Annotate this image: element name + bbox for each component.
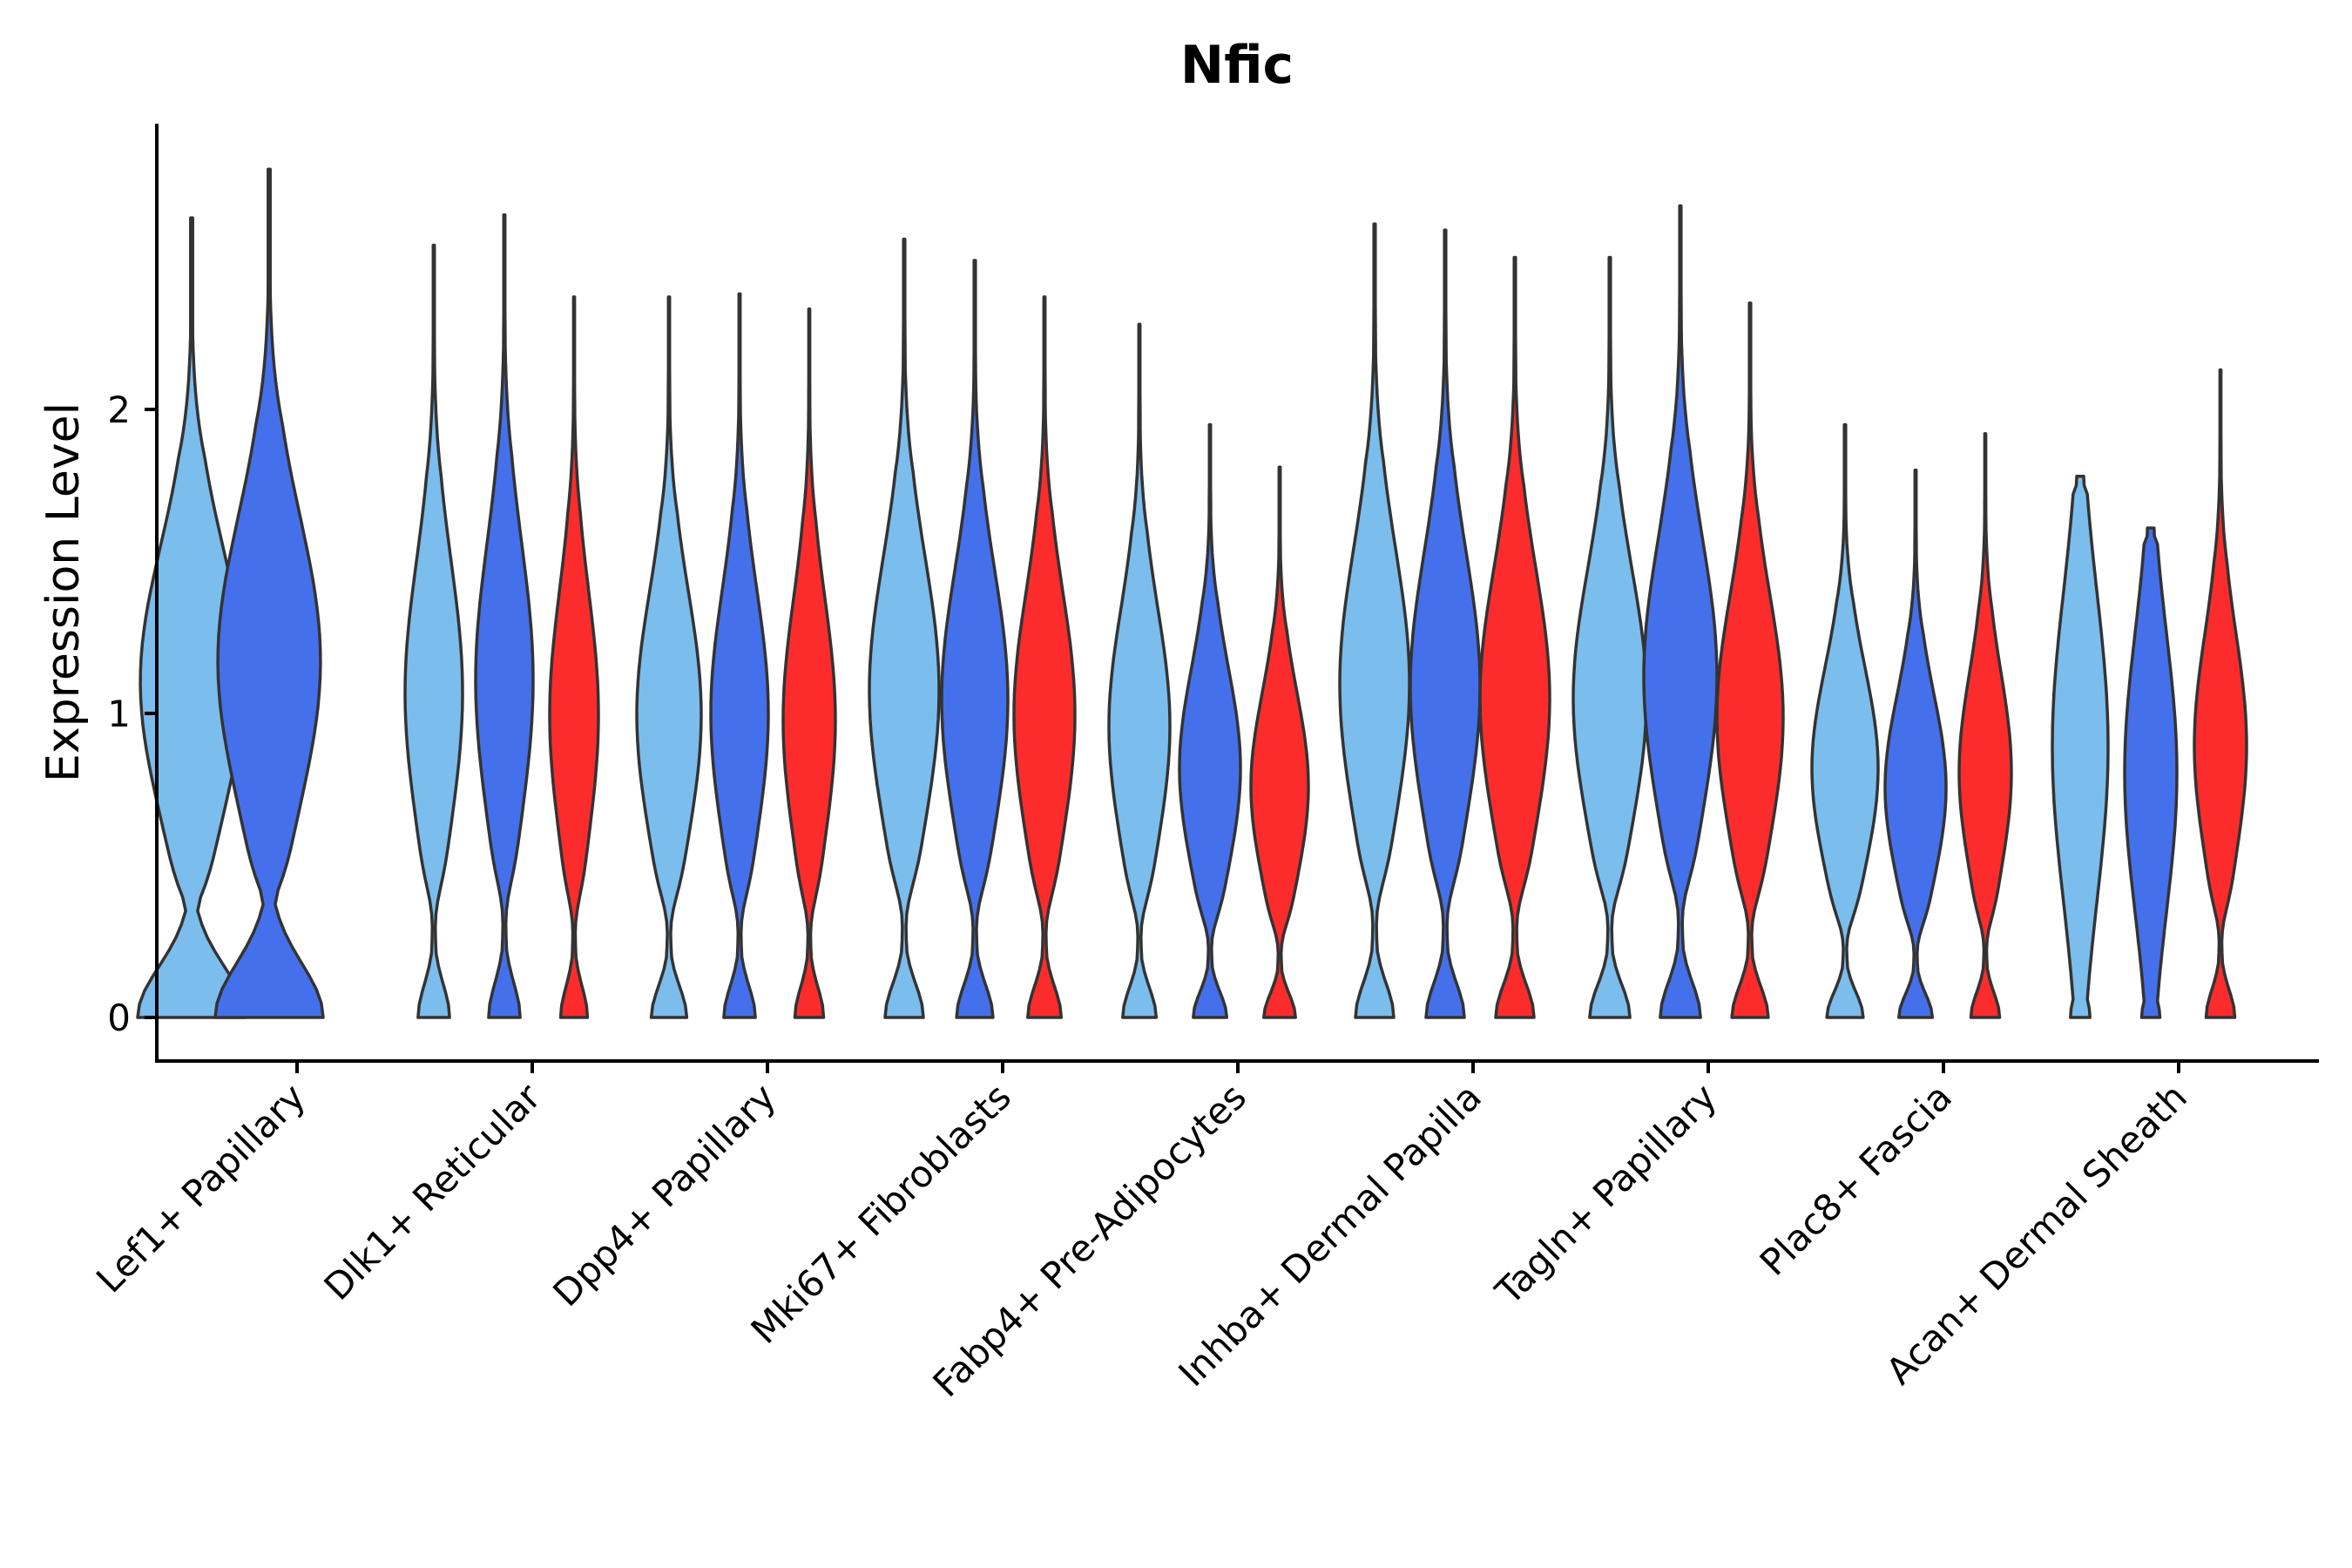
violin-2: [213, 167, 325, 1019]
violin-group: [136, 167, 2248, 1019]
violin-2: [1409, 228, 1482, 1019]
violin-2: [1642, 204, 1719, 1019]
violin-2: [940, 259, 1010, 1019]
y-tick-label: 1: [107, 693, 131, 735]
x-tick-label: Dlk1+ Reticular: [316, 1075, 550, 1308]
violin-1: [403, 243, 464, 1019]
y-axis: 0 1 2: [107, 124, 159, 1061]
violin-2: [1883, 469, 1948, 1019]
violin-1: [1107, 322, 1172, 1019]
violin-3: [1012, 295, 1077, 1019]
violin-1: [1571, 255, 1648, 1019]
violin-1: [635, 295, 703, 1019]
violin-1: [1338, 222, 1411, 1019]
violin-1: [868, 237, 941, 1019]
x-tick-label: Tagln+ Papillary: [1487, 1075, 1725, 1313]
violin-2: [474, 213, 535, 1019]
y-tick-label: 2: [107, 389, 131, 431]
violin-3: [1478, 255, 1551, 1019]
violin-1: [1810, 422, 1880, 1019]
violin-3: [2193, 368, 2248, 1019]
chart-title: Nfic: [1180, 35, 1294, 96]
x-tick-label: Lef1+ Papillary: [88, 1075, 314, 1301]
violin-3: [1715, 301, 1785, 1019]
x-tick-label: Dpp4+ Papillary: [544, 1075, 784, 1315]
x-tick-label: Mki67+ Fibroblasts: [743, 1075, 1019, 1351]
y-tick-label: 0: [107, 997, 131, 1039]
violin-2: [1178, 422, 1242, 1019]
violin-3: [781, 308, 837, 1019]
y-axis-label: Expression Level: [37, 402, 90, 782]
violin-1: [2051, 475, 2110, 1019]
violin-3: [548, 295, 600, 1019]
violin-2: [709, 292, 770, 1019]
violin-2: [2123, 526, 2179, 1019]
x-tick-label: Plac8+ Fascia: [1752, 1075, 1960, 1283]
violin-3: [1249, 465, 1310, 1019]
violin-3: [1957, 432, 2013, 1019]
